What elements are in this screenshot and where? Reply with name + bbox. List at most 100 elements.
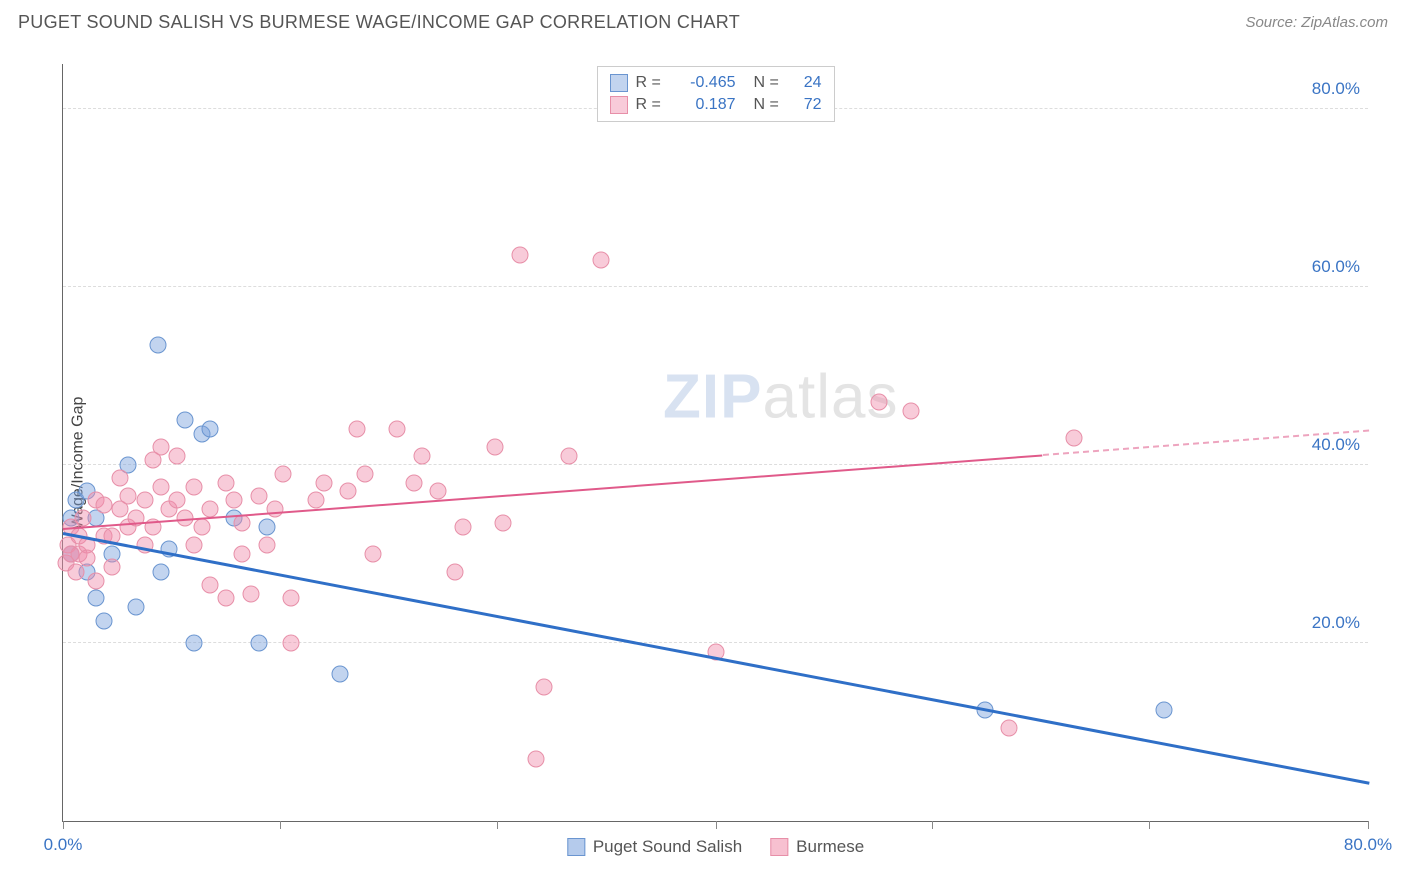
scatter-point <box>267 501 284 518</box>
stats-row-series-0: R = -0.465 N = 24 <box>610 72 822 94</box>
plot-area: ZIPatlas R = -0.465 N = 24 R = 0.187 N =… <box>62 64 1368 822</box>
scatter-point <box>120 487 137 504</box>
stats-box: R = -0.465 N = 24 R = 0.187 N = 72 <box>597 66 835 122</box>
scatter-point <box>201 421 218 438</box>
swatch-series-0 <box>610 74 628 92</box>
scatter-point <box>218 474 235 491</box>
scatter-point <box>528 750 545 767</box>
scatter-point <box>870 394 887 411</box>
scatter-point <box>152 563 169 580</box>
scatter-point <box>364 545 381 562</box>
scatter-point <box>185 479 202 496</box>
scatter-point <box>495 514 512 531</box>
scatter-point <box>169 492 186 509</box>
ytick-label: 60.0% <box>1312 257 1360 277</box>
watermark-zip: ZIP <box>663 363 762 432</box>
scatter-point <box>95 496 112 513</box>
n-value-series-0: 24 <box>790 72 822 94</box>
gridline <box>63 464 1368 465</box>
scatter-point <box>1001 719 1018 736</box>
xtick <box>497 821 498 829</box>
scatter-point <box>87 590 104 607</box>
scatter-point <box>169 447 186 464</box>
legend: Puget Sound Salish Burmese <box>567 837 864 857</box>
scatter-point <box>536 679 553 696</box>
scatter-point <box>283 634 300 651</box>
xtick-label: 0.0% <box>44 835 83 855</box>
legend-label-1: Burmese <box>796 837 864 857</box>
source-attribution: Source: ZipAtlas.com <box>1245 14 1388 31</box>
scatter-point <box>152 438 169 455</box>
r-label: R = <box>636 72 664 94</box>
ytick-label: 40.0% <box>1312 435 1360 455</box>
watermark: ZIPatlas <box>663 362 898 433</box>
scatter-point <box>283 590 300 607</box>
chart-container: Wage/Income Gap ZIPatlas R = -0.465 N = … <box>18 46 1388 880</box>
scatter-point <box>332 666 349 683</box>
trend-line <box>63 532 1370 785</box>
legend-item-0: Puget Sound Salish <box>567 837 742 857</box>
n-label: N = <box>754 94 782 116</box>
scatter-point <box>446 563 463 580</box>
r-label: R = <box>636 94 664 116</box>
scatter-point <box>242 585 259 602</box>
r-value-series-0: -0.465 <box>672 72 736 94</box>
xtick <box>63 821 64 829</box>
scatter-point <box>177 412 194 429</box>
scatter-point <box>250 634 267 651</box>
scatter-point <box>316 474 333 491</box>
swatch-series-1 <box>610 96 628 114</box>
scatter-point <box>275 465 292 482</box>
scatter-point <box>87 572 104 589</box>
scatter-point <box>152 479 169 496</box>
scatter-point <box>201 577 218 594</box>
chart-title: PUGET SOUND SALISH VS BURMESE WAGE/INCOM… <box>18 12 740 33</box>
ytick-label: 20.0% <box>1312 613 1360 633</box>
scatter-point <box>1066 430 1083 447</box>
scatter-point <box>112 470 129 487</box>
scatter-point <box>487 438 504 455</box>
scatter-point <box>95 612 112 629</box>
scatter-point <box>258 536 275 553</box>
scatter-point <box>430 483 447 500</box>
scatter-point <box>307 492 324 509</box>
scatter-point <box>218 590 235 607</box>
scatter-point <box>258 519 275 536</box>
scatter-point <box>903 403 920 420</box>
gridline <box>63 286 1368 287</box>
xtick-label: 80.0% <box>1344 835 1392 855</box>
legend-item-1: Burmese <box>770 837 864 857</box>
xtick <box>716 821 717 829</box>
scatter-point <box>593 251 610 268</box>
scatter-point <box>250 487 267 504</box>
scatter-point <box>1156 701 1173 718</box>
legend-swatch-0 <box>567 838 585 856</box>
trend-line <box>63 454 1043 530</box>
n-value-series-1: 72 <box>790 94 822 116</box>
xtick <box>280 821 281 829</box>
scatter-point <box>185 634 202 651</box>
scatter-point <box>405 474 422 491</box>
scatter-point <box>454 519 471 536</box>
scatter-point <box>226 492 243 509</box>
scatter-point <box>136 492 153 509</box>
legend-label-0: Puget Sound Salish <box>593 837 742 857</box>
scatter-point <box>193 519 210 536</box>
xtick <box>1368 821 1369 829</box>
n-label: N = <box>754 72 782 94</box>
scatter-point <box>511 247 528 264</box>
scatter-point <box>149 336 166 353</box>
scatter-point <box>234 545 251 562</box>
scatter-point <box>560 447 577 464</box>
ytick-label: 80.0% <box>1312 79 1360 99</box>
scatter-point <box>185 536 202 553</box>
legend-swatch-1 <box>770 838 788 856</box>
scatter-point <box>79 550 96 567</box>
stats-row-series-1: R = 0.187 N = 72 <box>610 94 822 116</box>
scatter-point <box>128 599 145 616</box>
scatter-point <box>413 447 430 464</box>
scatter-point <box>340 483 357 500</box>
scatter-point <box>389 421 406 438</box>
scatter-point <box>103 559 120 576</box>
scatter-point <box>348 421 365 438</box>
